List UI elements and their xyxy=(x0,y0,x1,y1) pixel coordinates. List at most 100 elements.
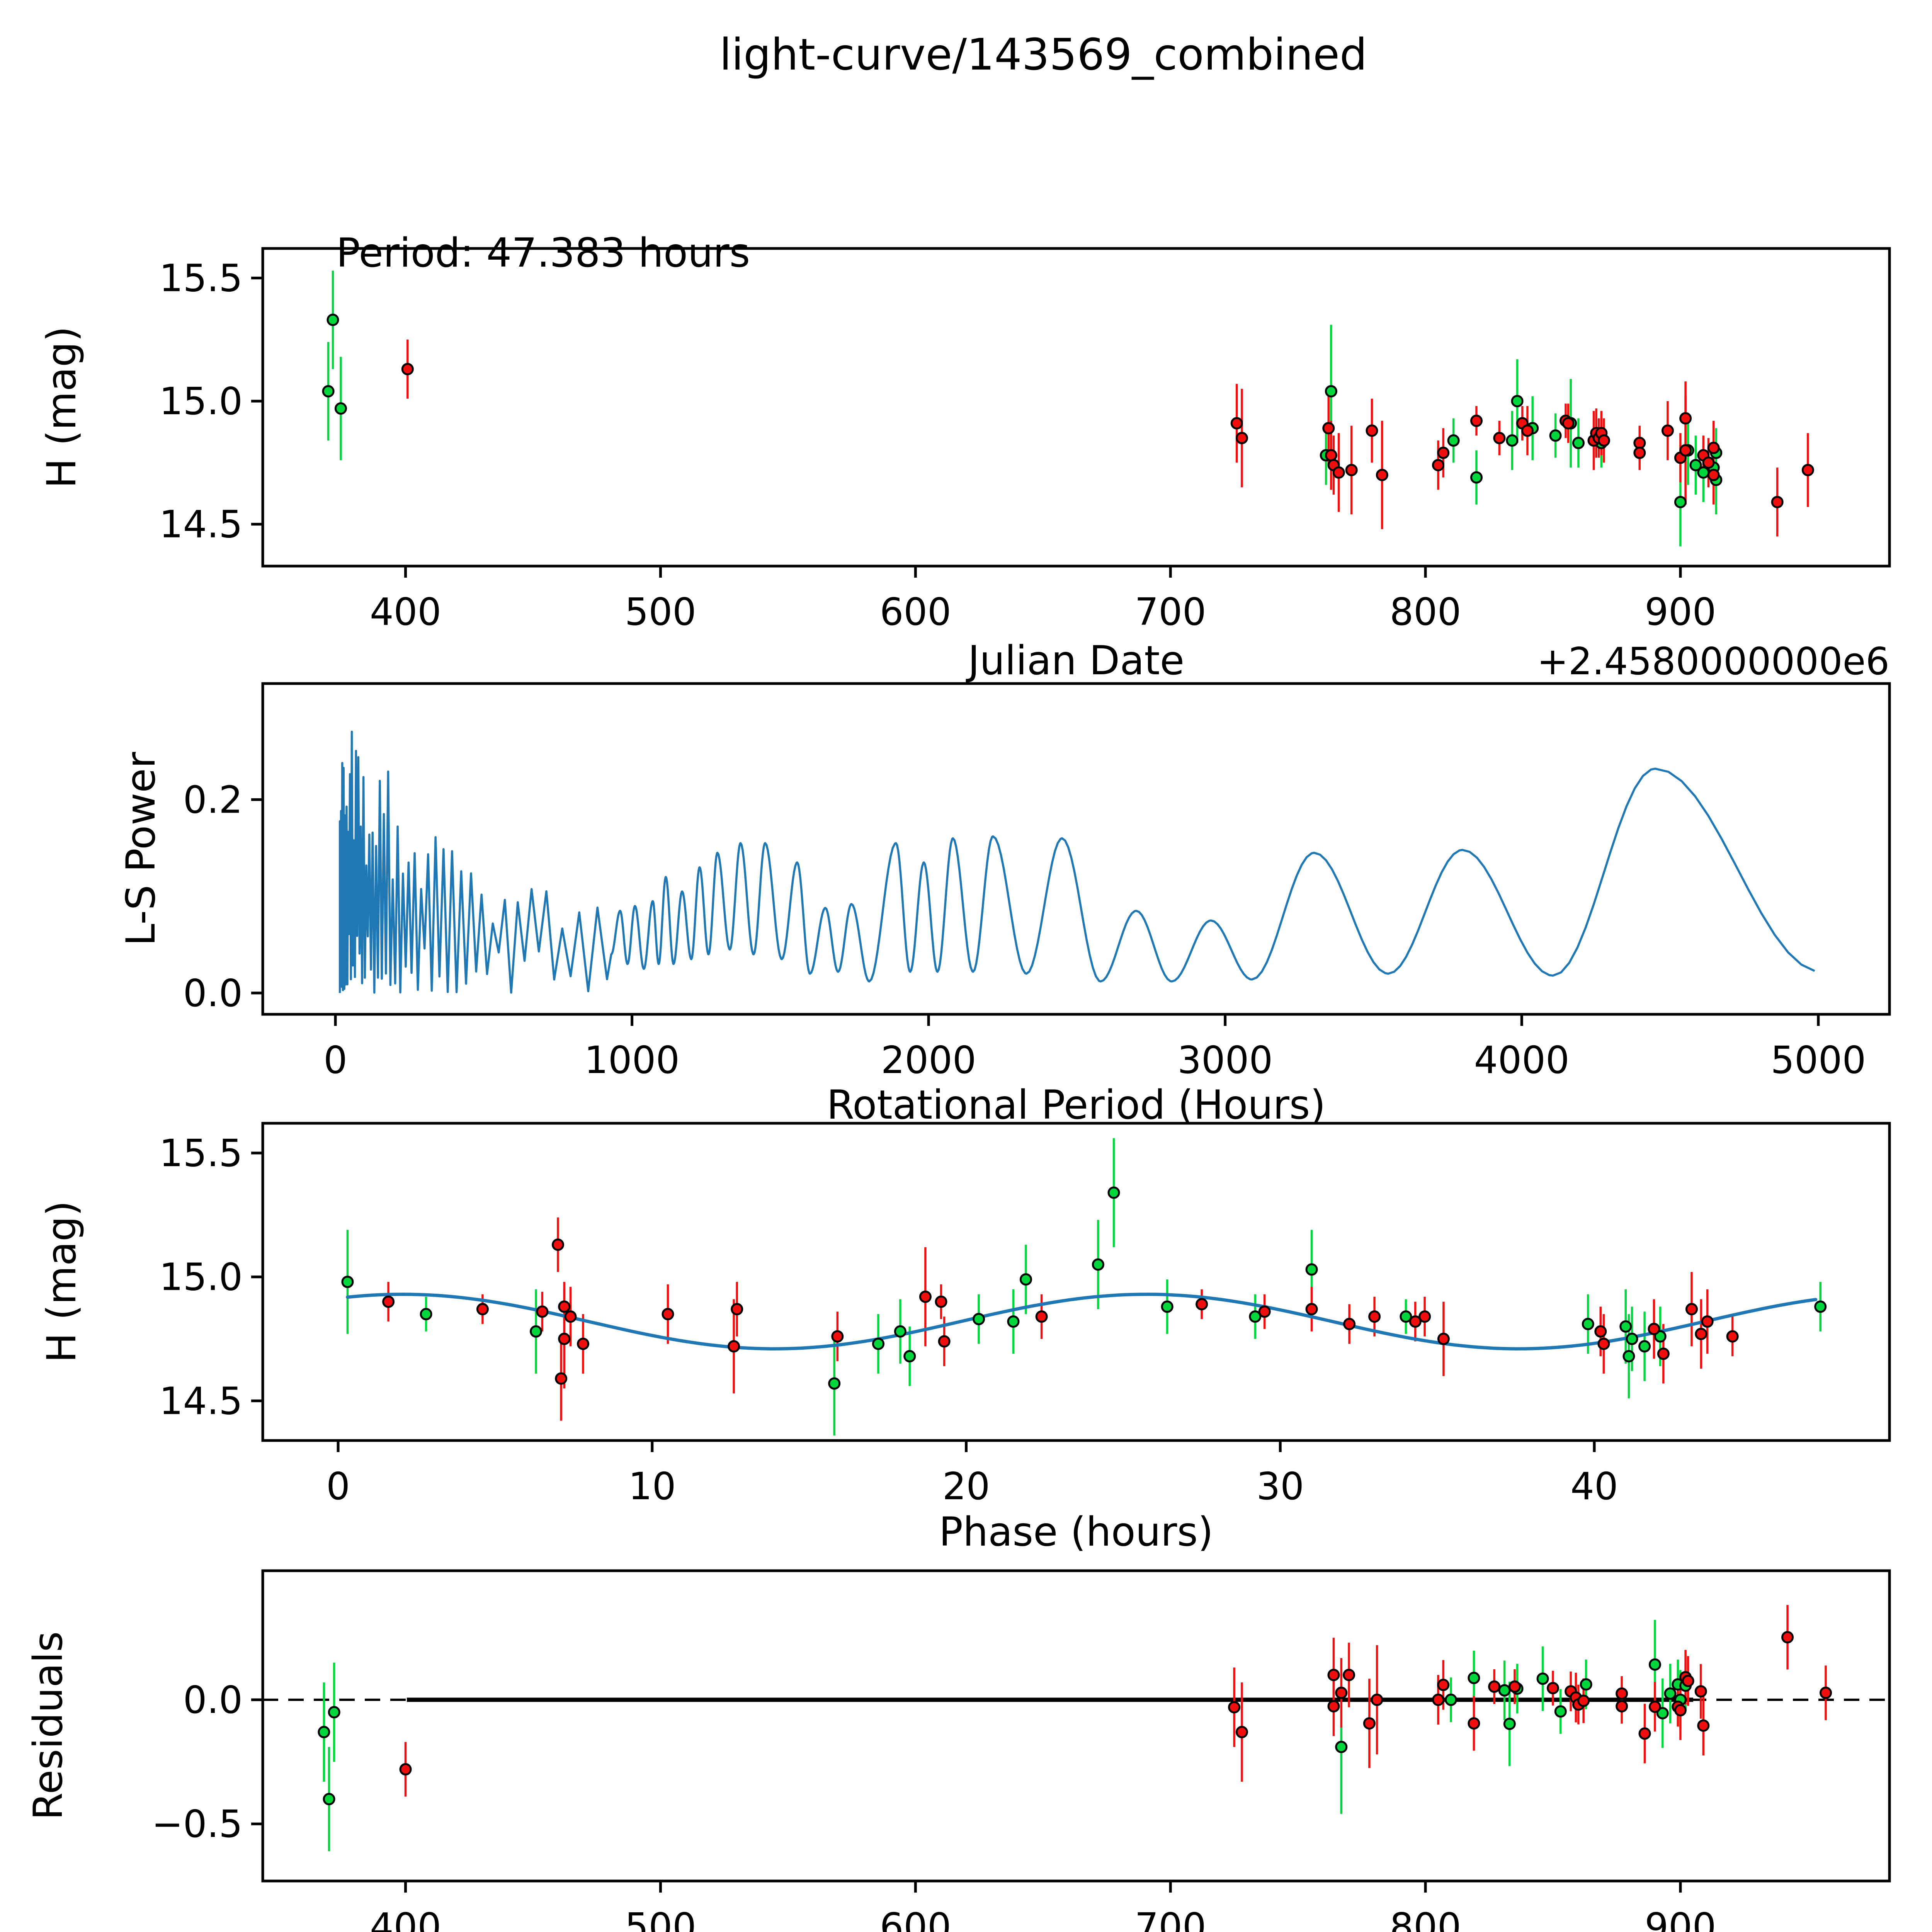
data-point-marker xyxy=(1437,446,1450,459)
data-point-marker xyxy=(1305,1263,1318,1276)
data-point-marker xyxy=(1771,496,1784,509)
panel3-yaxis-label: H (mag) xyxy=(39,1201,85,1362)
data-point-marker xyxy=(1694,1685,1707,1698)
x-tick-label: 700 xyxy=(1135,590,1206,634)
data-point-marker xyxy=(1521,424,1534,437)
data-point-marker xyxy=(731,1303,743,1316)
data-point-marker xyxy=(894,1325,906,1338)
x-tick-label: 900 xyxy=(1645,1905,1716,1932)
data-point-marker xyxy=(1616,1687,1628,1700)
period-annotation: Period: 47.383 hours xyxy=(336,230,750,276)
data-point-marker xyxy=(1468,1717,1480,1730)
data-point-marker xyxy=(1511,395,1524,408)
data-point-marker xyxy=(328,1706,340,1719)
data-point-marker xyxy=(1697,1719,1710,1732)
data-point-marker xyxy=(1332,466,1345,479)
data-point-marker xyxy=(1536,1672,1549,1685)
data-point-marker xyxy=(1626,1333,1638,1345)
y-tick-label: 15.0 xyxy=(159,379,243,423)
data-point-marker xyxy=(1432,459,1445,471)
panel1-offset-label: +2.4580000000e6 xyxy=(1537,639,1889,683)
data-point-marker xyxy=(1363,1717,1376,1730)
data-point-marker xyxy=(1562,417,1575,430)
data-point-marker xyxy=(1092,1258,1104,1271)
x-tick-label: 600 xyxy=(880,590,951,634)
data-point-marker xyxy=(327,313,339,326)
periodogram-curve xyxy=(338,730,1815,994)
panel4-axes-box xyxy=(261,1569,1891,1883)
data-point-marker xyxy=(1801,464,1814,476)
panel3-axes-box xyxy=(261,1122,1891,1442)
data-point-marker xyxy=(1814,1300,1827,1313)
data-point-marker xyxy=(938,1335,951,1348)
data-point-marker xyxy=(1619,1320,1632,1333)
data-point-marker xyxy=(1674,496,1687,509)
y-tick-label: −0.5 xyxy=(151,1802,243,1846)
data-point-marker xyxy=(1616,1700,1628,1713)
data-point-marker xyxy=(1656,1707,1669,1719)
data-point-marker xyxy=(1648,1658,1661,1671)
y-tick-label: 0.0 xyxy=(183,1678,243,1722)
data-point-marker xyxy=(872,1337,884,1350)
data-point-marker xyxy=(1325,449,1337,462)
data-point-marker xyxy=(728,1340,740,1353)
data-point-marker xyxy=(1235,1726,1248,1738)
data-point-marker xyxy=(1820,1687,1832,1699)
data-point-marker xyxy=(530,1325,543,1338)
data-point-marker xyxy=(919,1290,932,1303)
data-point-marker xyxy=(1335,1687,1348,1699)
data-point-marker xyxy=(1322,422,1335,435)
data-point-marker xyxy=(1508,1680,1521,1693)
data-point-marker xyxy=(1597,434,1610,447)
data-point-marker xyxy=(1196,1298,1208,1311)
data-point-marker xyxy=(1343,1668,1355,1681)
data-point-marker xyxy=(1577,1694,1590,1707)
y-tick-label: 15.5 xyxy=(159,1131,243,1175)
x-tick-label: 20 xyxy=(942,1464,990,1508)
data-point-marker xyxy=(1228,1701,1241,1714)
x-tick-label: 10 xyxy=(628,1464,676,1508)
x-tick-label: 500 xyxy=(625,590,696,634)
data-point-marker xyxy=(831,1330,844,1343)
data-point-marker xyxy=(1638,1340,1651,1353)
data-point-marker xyxy=(1689,459,1702,471)
data-point-marker xyxy=(1661,424,1674,437)
data-point-marker xyxy=(1572,437,1585,449)
data-point-marker xyxy=(1305,1303,1318,1316)
data-point-marker xyxy=(935,1295,947,1308)
data-point-marker xyxy=(1554,1705,1567,1718)
data-point-marker xyxy=(1781,1631,1794,1644)
data-point-marker xyxy=(1019,1273,1032,1286)
data-point-marker xyxy=(1707,469,1720,481)
data-point-marker xyxy=(551,1238,564,1251)
data-point-marker xyxy=(1409,1315,1422,1328)
data-point-marker xyxy=(420,1308,432,1320)
x-tick-label: 3000 xyxy=(1177,1038,1273,1082)
data-point-marker xyxy=(1335,1741,1348,1753)
data-point-marker xyxy=(1230,417,1243,430)
panel4-yaxis-label: Residuals xyxy=(25,1631,71,1820)
panel3-xaxis-label: Phase (hours) xyxy=(939,1509,1213,1555)
data-point-marker xyxy=(903,1350,916,1362)
data-point-marker xyxy=(1594,1325,1607,1338)
data-point-marker xyxy=(1702,456,1715,469)
y-tick-label: 14.5 xyxy=(159,503,243,546)
data-point-marker xyxy=(558,1300,571,1313)
data-point-marker xyxy=(1622,1350,1635,1362)
data-point-marker xyxy=(1503,1718,1516,1730)
figure-title: light-curve/143569_combined xyxy=(719,30,1367,80)
x-tick-label: 400 xyxy=(370,590,441,634)
data-point-marker xyxy=(1470,471,1483,484)
x-tick-label: 900 xyxy=(1645,590,1716,634)
data-point-marker xyxy=(1697,466,1710,479)
data-point-marker xyxy=(1249,1310,1262,1323)
data-point-marker xyxy=(399,1763,412,1776)
panel1-axes-box xyxy=(261,247,1891,568)
x-tick-label: 400 xyxy=(370,1905,441,1932)
data-point-marker xyxy=(1679,412,1692,425)
x-tick-label: 500 xyxy=(625,1905,696,1932)
data-point-marker xyxy=(1445,1694,1458,1706)
panel1-xaxis-label: Julian Date xyxy=(966,638,1184,684)
data-point-marker xyxy=(536,1305,549,1318)
data-point-marker xyxy=(1506,434,1519,447)
